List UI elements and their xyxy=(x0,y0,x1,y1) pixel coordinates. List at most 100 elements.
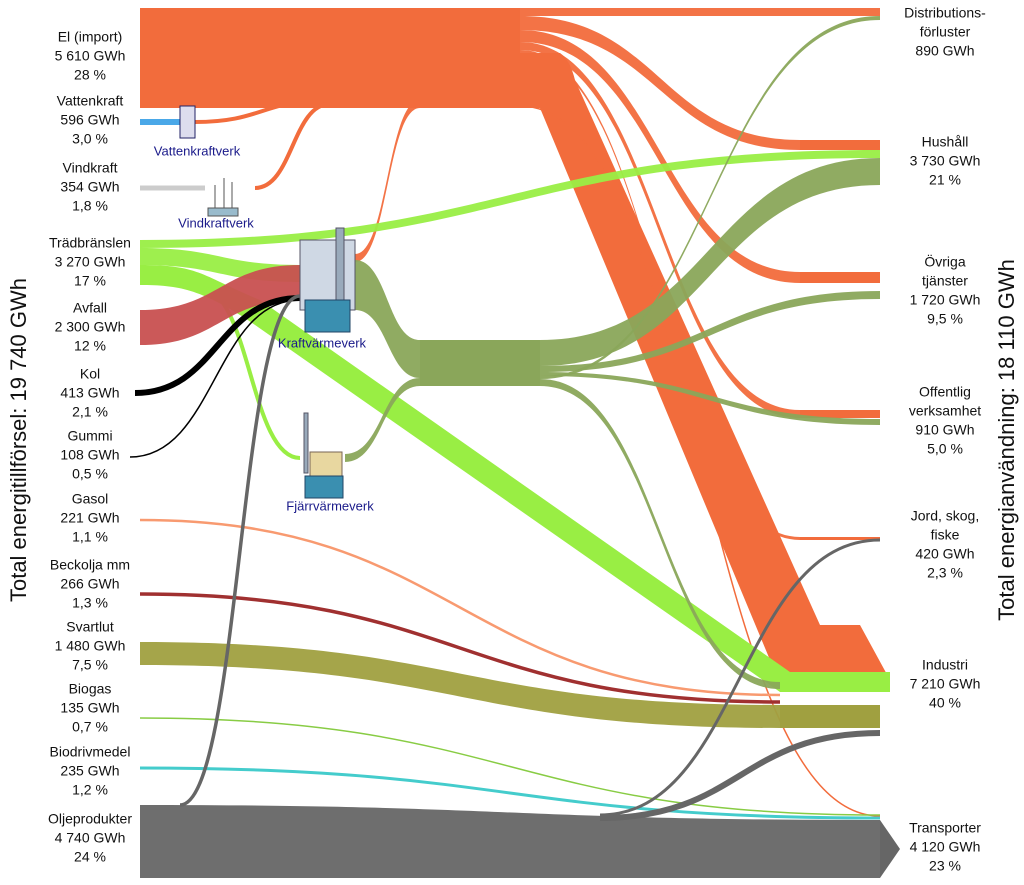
target-label: 2,3 % xyxy=(927,565,963,581)
flow xyxy=(519,105,881,817)
source-label: 4 740 GWh xyxy=(55,830,126,846)
flow xyxy=(345,378,420,462)
source-label: 3 270 GWh xyxy=(55,254,126,270)
source-label: Kol xyxy=(80,366,100,382)
source-label: 0,7 % xyxy=(72,719,108,735)
source-label: 17 % xyxy=(74,273,106,289)
source-label: 135 GWh xyxy=(60,700,119,716)
target-label: 21 % xyxy=(929,172,961,188)
target-label: Transporter xyxy=(909,820,981,836)
target-label: Hushåll xyxy=(922,134,969,150)
flow xyxy=(800,410,880,418)
source-label: Oljeprodukter xyxy=(48,811,132,827)
target-label: förluster xyxy=(920,24,971,40)
flow xyxy=(599,538,881,817)
target-label: 23 % xyxy=(929,858,961,874)
flow xyxy=(179,294,301,807)
flow xyxy=(540,16,880,379)
flow xyxy=(355,100,420,262)
plant-label: Vindkraftverk xyxy=(178,215,254,230)
target-label: Offentlig xyxy=(919,384,971,400)
total-use: Total energianvändning: 18 110 GWh xyxy=(994,259,1019,621)
source-label: 1,2 % xyxy=(72,782,108,798)
source-label: Biogas xyxy=(69,681,112,697)
total-supply: Total energitillförsel: 19 740 GWh xyxy=(6,278,31,602)
plant-label: Fjärrvärmeverk xyxy=(286,498,374,513)
source-label: 28 % xyxy=(74,67,106,83)
source-label: 108 GWh xyxy=(60,447,119,463)
flow xyxy=(420,340,540,386)
flow xyxy=(520,30,800,283)
flow xyxy=(880,820,900,878)
source-label: Vattenkraft xyxy=(57,93,124,109)
source-label: 7,5 % xyxy=(72,657,108,673)
flow xyxy=(139,717,881,816)
source-label: Beckolja mm xyxy=(50,557,130,573)
target-label: 40 % xyxy=(929,695,961,711)
target-label: Industri xyxy=(922,657,968,673)
flow xyxy=(194,98,331,124)
plant-label: Kraftvärmeverk xyxy=(278,335,367,350)
source-label: 235 GWh xyxy=(60,763,119,779)
wind-icon xyxy=(207,178,239,217)
source-label: 266 GWh xyxy=(60,576,119,592)
flow xyxy=(800,537,880,540)
source-label: Svartlut xyxy=(66,619,114,635)
source-label: 1,8 % xyxy=(72,198,108,214)
source-label: 24 % xyxy=(74,849,106,865)
flow xyxy=(355,260,420,378)
source-label: Gummi xyxy=(67,428,112,444)
flow xyxy=(520,53,890,680)
flow xyxy=(139,766,881,820)
plant-label: Vattenkraftverk xyxy=(154,143,241,158)
flow xyxy=(139,592,781,704)
target-label: 1 720 GWh xyxy=(910,292,981,308)
target-label: 420 GWh xyxy=(915,546,974,562)
source-label: 1,1 % xyxy=(72,529,108,545)
source-label: 3,0 % xyxy=(72,131,108,147)
target-label: Distributions- xyxy=(904,5,986,21)
target-label: 7 210 GWh xyxy=(910,676,981,692)
source-label: Vindkraft xyxy=(63,160,118,176)
flow xyxy=(140,8,520,108)
target-label: tjänster xyxy=(922,273,968,289)
source-label: 2 300 GWh xyxy=(55,319,126,335)
flow xyxy=(540,379,780,689)
flow xyxy=(780,705,880,728)
target-label: 4 120 GWh xyxy=(910,839,981,855)
source-label: Trädbränslen xyxy=(49,235,131,251)
target-label: 9,5 % xyxy=(927,311,963,327)
target-label: 5,0 % xyxy=(927,441,963,457)
district-heating-icon xyxy=(303,412,344,499)
hydro-icon xyxy=(179,105,196,139)
flow xyxy=(540,158,880,366)
flow xyxy=(140,265,890,692)
source-label: El (import) xyxy=(58,29,123,45)
flow xyxy=(140,265,300,345)
target-label: verksamhet xyxy=(909,403,981,419)
flow xyxy=(520,42,800,418)
flow xyxy=(800,272,880,283)
target-label: 910 GWh xyxy=(915,422,974,438)
target-label: Övriga xyxy=(924,253,965,270)
flow xyxy=(520,16,800,150)
source-label: 596 GWh xyxy=(60,112,119,128)
source-label: 221 GWh xyxy=(60,510,119,526)
flow xyxy=(599,730,881,821)
flow xyxy=(540,372,880,425)
target-label: fiske xyxy=(931,527,960,543)
flow xyxy=(139,518,781,697)
source-label: 0,5 % xyxy=(72,466,108,482)
flow xyxy=(140,642,780,728)
source-label: 413 GWh xyxy=(60,385,119,401)
flow xyxy=(800,140,880,150)
chp-icon xyxy=(299,227,356,333)
source-label: 2,1 % xyxy=(72,404,108,420)
flow xyxy=(140,805,880,878)
flow xyxy=(140,150,880,248)
flow xyxy=(540,291,880,372)
target-label: 890 GWh xyxy=(915,43,974,59)
flow xyxy=(129,299,301,458)
source-label: Biodrivmedel xyxy=(50,744,131,760)
